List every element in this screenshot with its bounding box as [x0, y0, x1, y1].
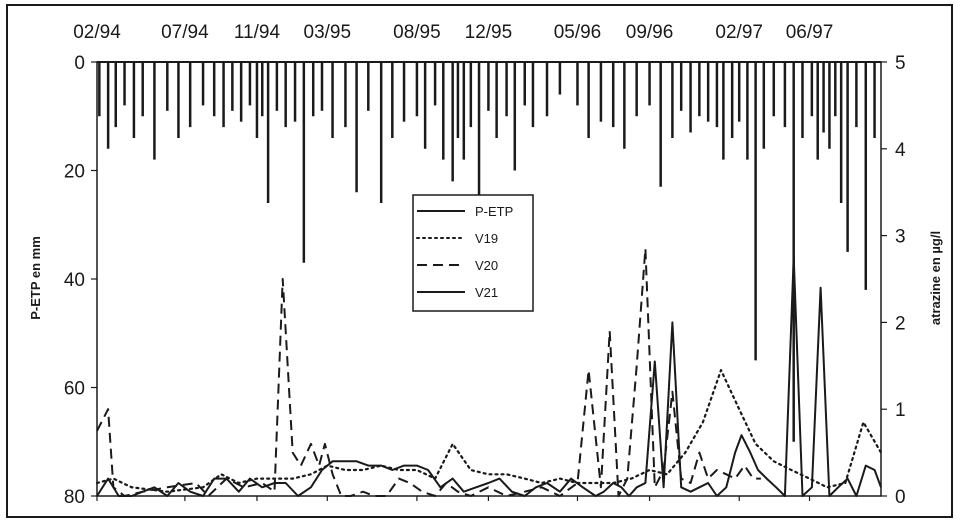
x-tick-label: 11/94: [234, 22, 281, 43]
left-tick-label: 80: [64, 487, 85, 508]
right-axis-title: atrazine en µg/l: [928, 231, 943, 325]
x-tick-label: 05/96: [554, 22, 602, 43]
right-tick-label: 4: [895, 140, 906, 161]
series-v19-line: [95, 369, 883, 493]
series-v21-line: [96, 256, 882, 497]
left-tick-label: 60: [64, 379, 85, 400]
legend-label: V20: [475, 258, 498, 273]
legend-label: V19: [475, 231, 498, 246]
left-tick-label: 20: [64, 162, 85, 183]
right-tick-label: 3: [895, 227, 906, 248]
x-tick-label: 02/94: [73, 22, 121, 43]
left-tick-label: 40: [64, 270, 85, 291]
legend: P-ETP V19 V20 V21: [412, 194, 534, 312]
right-tick-label: 0: [895, 487, 906, 508]
x-tick-label: 03/95: [304, 22, 352, 43]
axes: 02/94 07/94 11/94 03/95 08/95 12/95 05/96 09/96…: [64, 22, 906, 508]
x-tick-label: 09/96: [626, 22, 674, 43]
left-tick-label: 0: [74, 53, 85, 74]
legend-box: [412, 194, 534, 312]
legend-label: P-ETP: [475, 204, 513, 219]
x-tick-label: 07/94: [161, 22, 209, 43]
x-tick-label: 06/97: [786, 22, 834, 43]
right-tick-label: 5: [895, 53, 906, 74]
p-etp-bars: [97, 61, 881, 442]
right-tick-label: 1: [895, 400, 906, 421]
x-tick-label: 02/97: [715, 22, 763, 43]
outer-frame: [6, 4, 953, 518]
atrazine-lines: [95, 247, 883, 497]
x-tick-label: 12/95: [465, 22, 513, 43]
legend-label: V21: [475, 285, 498, 300]
right-tick-label: 2: [895, 313, 906, 334]
left-axis-title: P-ETP en mm: [28, 236, 43, 320]
x-tick-label: 08/95: [393, 22, 441, 43]
